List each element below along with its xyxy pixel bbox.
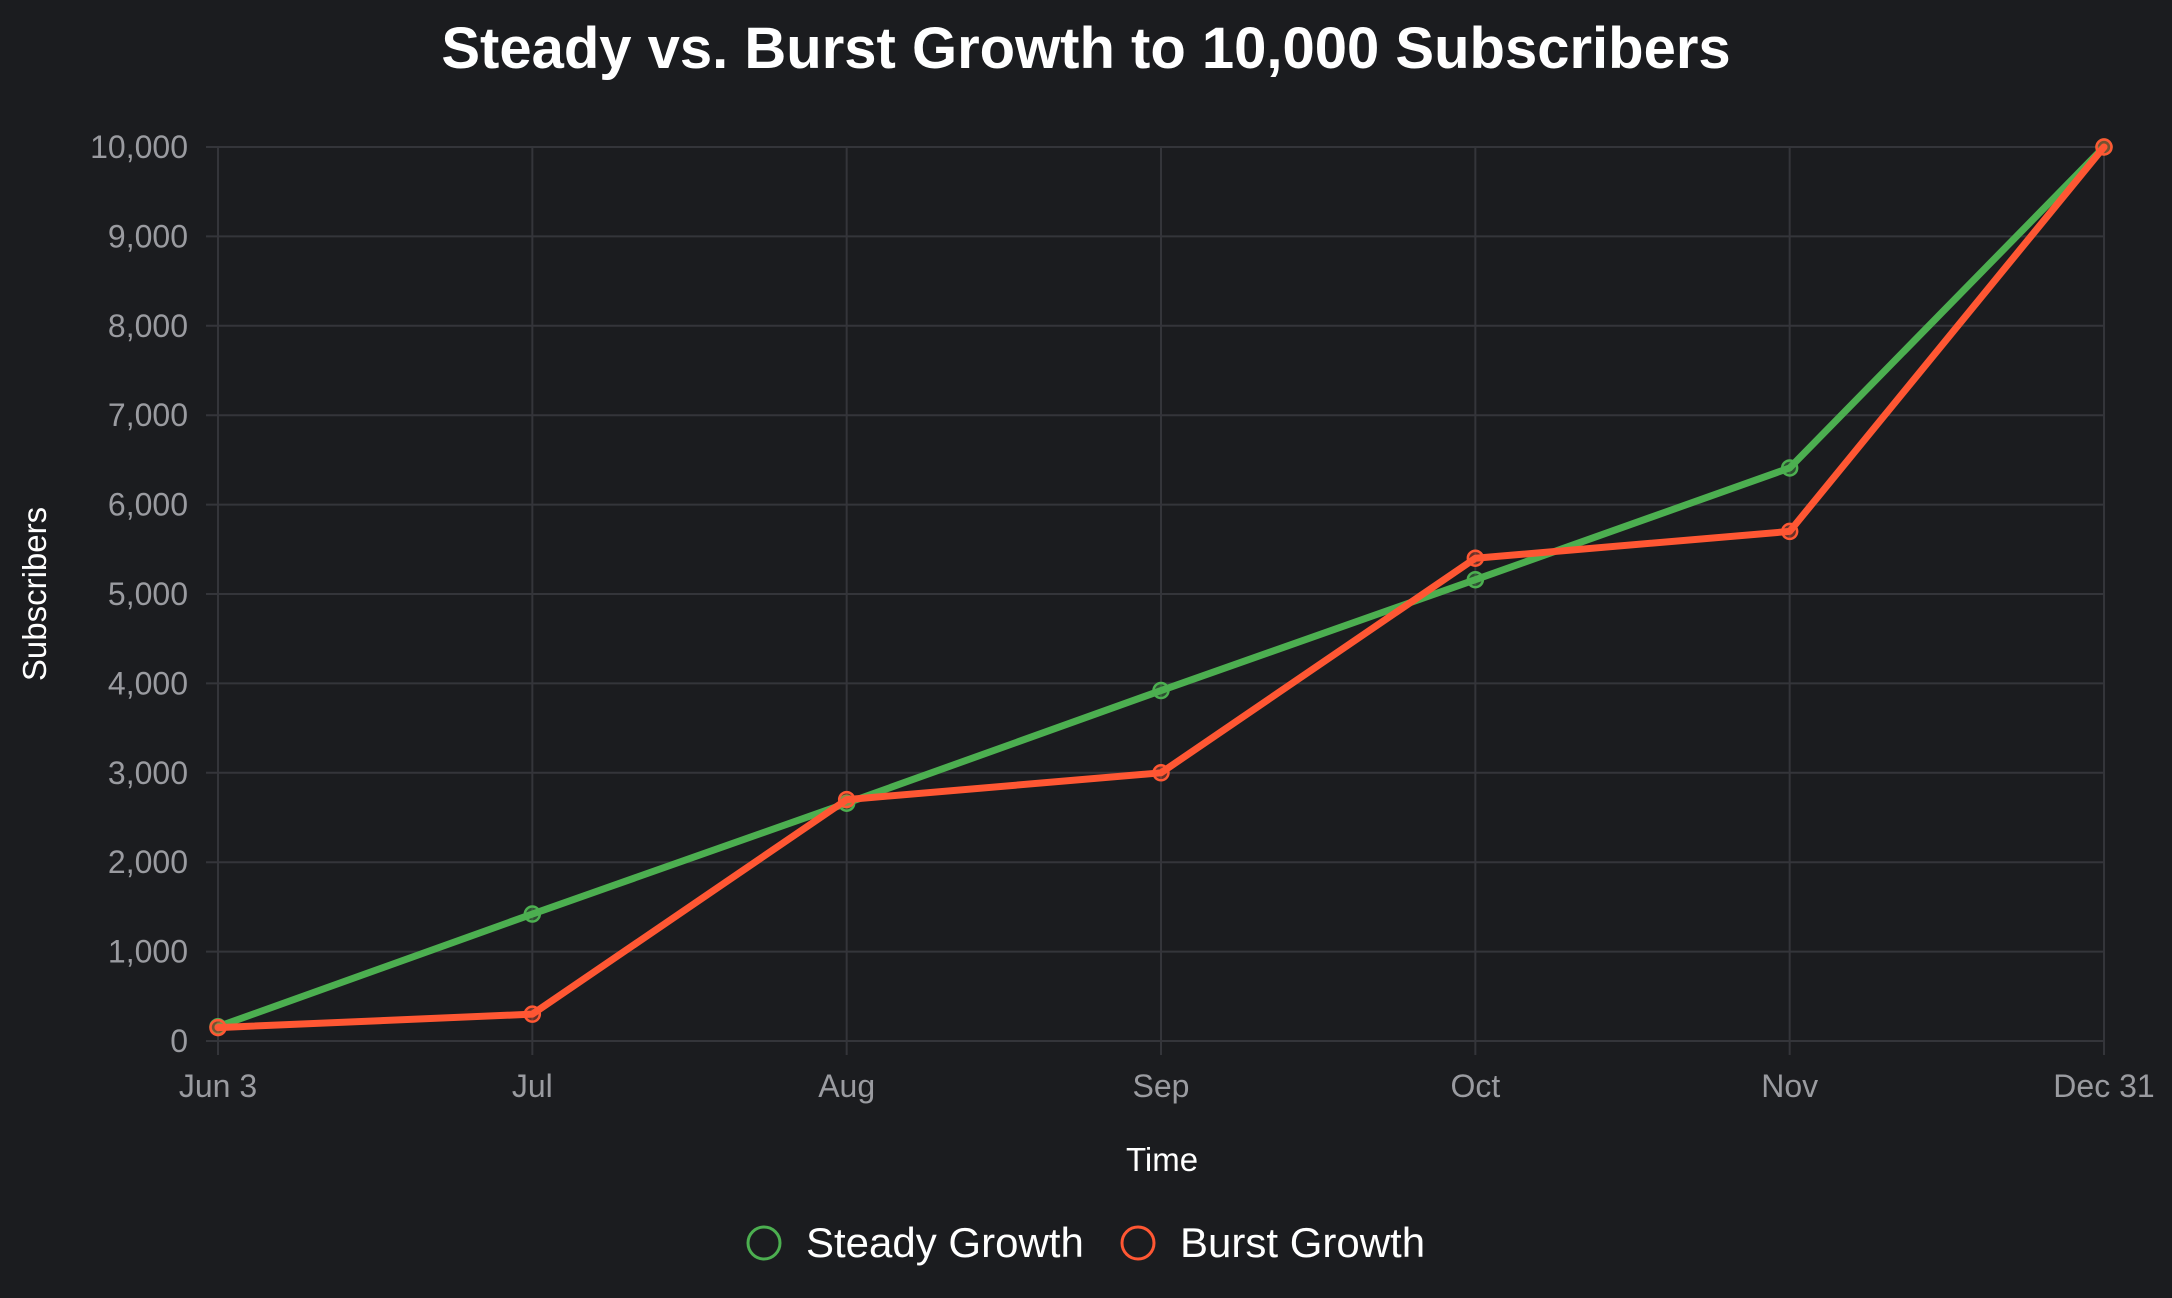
y-tick-label: 3,000 xyxy=(108,755,188,791)
x-tick-label: Jun 3 xyxy=(179,1068,257,1104)
x-tick-label: Dec 31 xyxy=(2053,1068,2154,1104)
y-tick-label: 10,000 xyxy=(90,129,188,165)
y-tick-label: 8,000 xyxy=(108,308,188,344)
burst-growth-line xyxy=(214,143,2108,1032)
y-tick-label: 2,000 xyxy=(108,844,188,880)
burst-growth-point xyxy=(1152,764,1170,782)
y-tick-label: 0 xyxy=(170,1023,188,1059)
y-tick-label: 9,000 xyxy=(108,218,188,254)
legend: Steady Growth Burst Growth xyxy=(746,1219,1425,1266)
legend-label-burst-growth: Burst Growth xyxy=(1180,1219,1425,1266)
y-tick-label: 6,000 xyxy=(108,487,188,523)
y-axis-ticks: 0 1,000 2,000 3,000 4,000 5,000 6,000 7,000 8,00… xyxy=(90,129,188,1059)
x-tick-label: Aug xyxy=(818,1068,875,1104)
y-tick-label: 7,000 xyxy=(108,397,188,433)
y-tick-label: 4,000 xyxy=(108,665,188,701)
horizontal-gridlines xyxy=(206,146,2104,1042)
steady-growth-point xyxy=(1780,459,1799,477)
x-tick-label: Sep xyxy=(1133,1068,1190,1104)
y-tick-label: 1,000 xyxy=(108,934,188,970)
y-tick-label: 5,000 xyxy=(108,576,188,612)
legend-label-steady-growth: Steady Growth xyxy=(806,1219,1084,1266)
x-tick-label: Oct xyxy=(1450,1068,1500,1104)
x-tick-label: Nov xyxy=(1761,1068,1818,1104)
x-axis-ticks: Jun 3 Jul Aug Sep Oct Nov Dec 31 xyxy=(179,1068,2155,1104)
steady-growth-point xyxy=(1152,681,1170,700)
burst-growth-point xyxy=(209,1018,227,1037)
series-layer xyxy=(209,138,2113,1037)
x-tick-label: Jul xyxy=(512,1068,553,1104)
steady-growth-point xyxy=(1466,570,1485,589)
chart-title: Steady vs. Burst Growth to 10,000 Subscr… xyxy=(441,16,1730,81)
burst-growth-point xyxy=(2095,138,2113,156)
legend-marker-steady-growth xyxy=(746,1225,782,1261)
vertical-gridlines xyxy=(217,147,2105,1055)
steady-growth-point xyxy=(523,905,542,923)
burst-growth-point xyxy=(837,790,856,809)
burst-growth-point xyxy=(1780,522,1799,541)
steady-growth-line xyxy=(214,143,2108,1031)
y-axis-title: Subscribers xyxy=(16,507,53,681)
x-axis-title: Time xyxy=(1126,1141,1198,1178)
legend-marker-burst-growth xyxy=(1120,1225,1156,1261)
burst-growth-point xyxy=(523,1005,542,1023)
burst-growth-point xyxy=(1466,549,1485,567)
